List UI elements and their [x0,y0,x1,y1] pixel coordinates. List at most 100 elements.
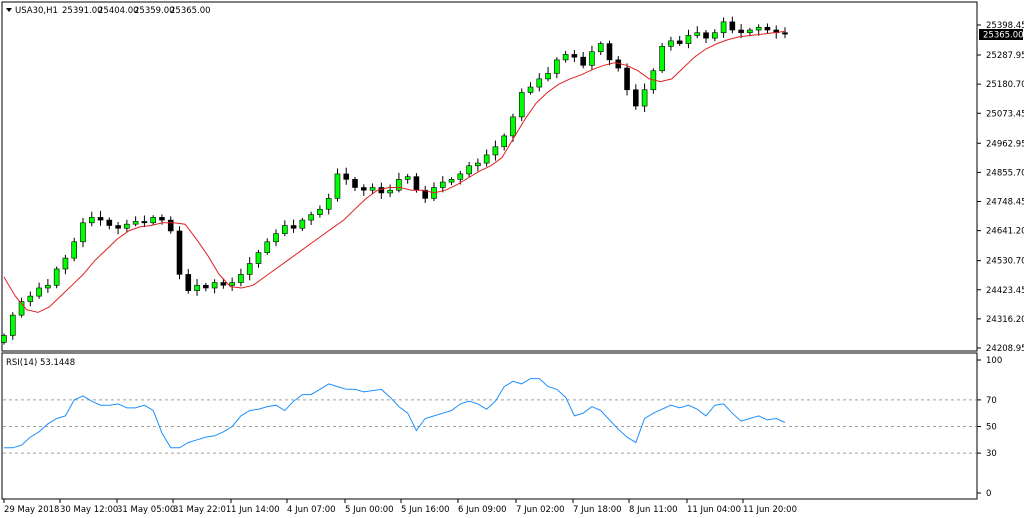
candle-down [220,282,227,286]
rsi-y-tick-label: 30 [986,449,997,459]
candle-up [132,221,139,225]
candle-down [703,32,709,39]
candle-up [62,257,69,270]
candle-up [255,252,262,264]
candle-up [685,35,692,44]
candle-down [571,54,578,58]
candle-up [501,135,507,148]
candle-down [176,230,183,275]
candle-up [396,179,402,191]
candle-up [527,86,534,93]
price-y-tick-label: 25180.70 [986,80,1024,90]
candle-up [282,225,288,234]
candle-up [536,78,543,88]
candle-up [518,92,525,118]
candle-up [45,284,51,289]
candle-up [317,208,323,215]
price-y-tick-label: 24208.95 [986,344,1024,354]
candle-up [194,284,200,291]
symbol-dropdown-icon[interactable] [6,8,12,12]
x-tick-label: 11 Jun 04:00 [687,505,741,515]
rsi-title: RSI(14) 53.1448 [6,358,75,368]
candle-up [9,314,16,336]
candle-up [747,29,753,34]
candle-up [554,59,560,74]
candle-down [738,29,744,34]
candle-up [589,51,595,66]
candle-up [720,21,727,34]
price-y-axis: 25398.45 25287.95 25180.70 25073.45 24962.95… [977,21,1024,354]
candle-up [475,162,481,167]
x-tick-label: 30 May 12:00 [60,505,118,515]
candle-up [641,89,648,107]
price-y-tick-label: 24530.70 [986,257,1024,267]
candle-down [106,219,113,226]
candle-down [729,21,736,31]
candle-down [378,187,385,194]
candle-down [115,225,121,229]
candle-up [483,154,490,164]
rsi-y-tick-label: 50 [986,423,997,433]
ohlc-high: 25404.00 [98,6,139,16]
price-y-tick-label: 24316.20 [986,315,1024,325]
candle-up [229,282,235,286]
x-tick-label: 31 May 05:00 [117,505,175,515]
candle-down [360,187,367,191]
candle-up [387,189,393,194]
candle-down [352,179,358,188]
candle-up [439,181,446,188]
candle-up [457,173,464,180]
candle-up [88,217,95,224]
candle-up [18,301,25,316]
candle-down [167,219,174,232]
candle-up [711,32,718,39]
candle-up [597,43,604,53]
price-y-tick-label: 24855.70 [986,168,1024,178]
candle-down [606,43,613,61]
price-panel [1,1,978,352]
candle-up [273,233,279,243]
rsi-layer [3,378,976,454]
candle-up [694,32,701,36]
candle-up [510,116,516,137]
candle-down [633,89,639,107]
candle-up [562,54,569,61]
symbol-label: USA30,H1 [15,6,58,16]
candle-up [668,40,674,47]
candle-up [404,176,411,180]
candle-down [624,67,630,91]
price-y-tick-label: 24748.45 [986,198,1024,208]
candle-down [764,26,771,31]
candle-up [659,46,665,72]
candle-up [264,241,271,253]
rsi-y-tick-label: 70 [986,396,997,406]
price-y-tick-label: 25398.45 [986,21,1024,31]
candle-up [27,295,34,302]
candle-up [80,222,86,243]
candle-up [308,214,314,221]
candle-up [492,146,499,156]
candle-up [299,219,306,229]
candle-up [334,173,341,199]
candle-down [343,173,350,180]
current-price-label: 25365.00 [983,31,1024,41]
candle-down [141,221,148,224]
moving-average-line [3,30,786,313]
candle-up [36,287,42,297]
x-tick-label: 6 Jun 09:00 [458,505,507,515]
candle-down [413,176,420,191]
price-y-tick-label: 24962.95 [986,139,1024,149]
x-tick-label: 4 Jun 07:00 [287,505,336,515]
rsi-y-tick-label: 0 [986,489,991,499]
candle-up [211,282,218,289]
candle-up [150,217,156,224]
candle-up [369,187,376,191]
x-tick-label: 11 Jun 20:00 [743,505,797,515]
candle-down [580,56,586,66]
rsi-line [4,378,786,449]
candle-down [676,40,683,44]
x-tick-label: 29 May 2018 [4,505,59,515]
ohlc-open: 25391.00 [62,6,103,16]
